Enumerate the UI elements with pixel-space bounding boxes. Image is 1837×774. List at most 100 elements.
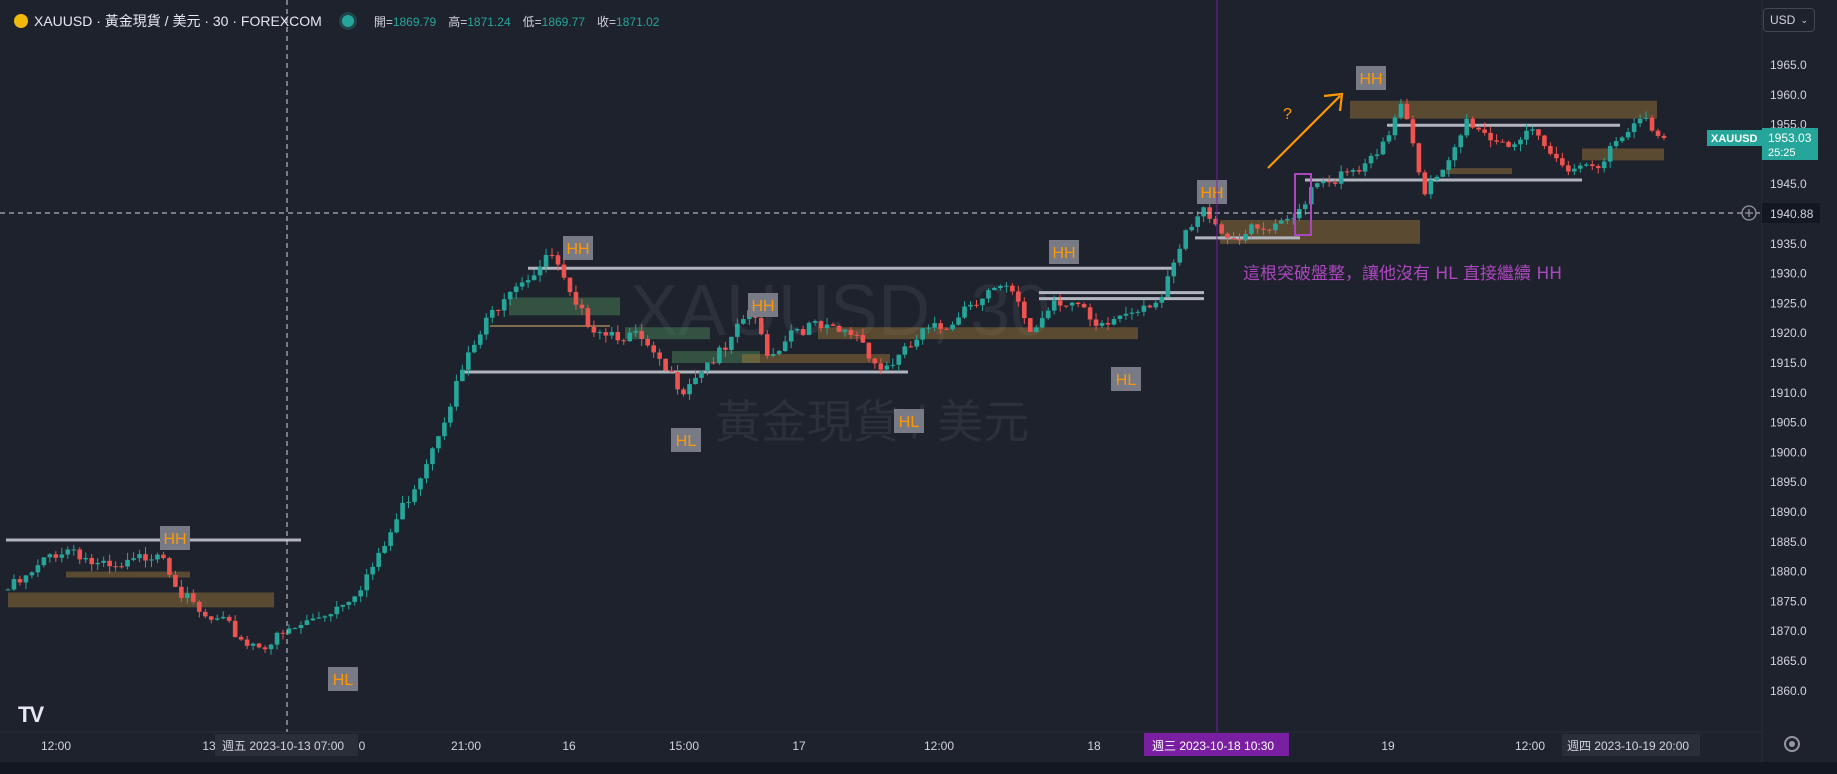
candle-body	[472, 344, 477, 353]
candle-body	[1416, 143, 1422, 173]
candle-body	[1183, 230, 1189, 249]
candle-body	[980, 298, 985, 306]
watermark-symbol: XAUUSD, 30	[630, 271, 1050, 351]
candle-body	[1177, 248, 1183, 263]
candle-body	[699, 371, 704, 378]
tradingview-logo-icon[interactable]: TV	[18, 702, 44, 727]
candle-body	[1004, 285, 1009, 287]
candle-body	[1022, 301, 1027, 319]
crosshair-price-label: 1940.88	[1770, 207, 1814, 221]
x-tick-label: 0	[359, 739, 366, 753]
ohlc-open: 開=1869.79	[373, 14, 437, 29]
price-zone	[8, 592, 274, 608]
candle-body	[220, 616, 226, 619]
candle-body	[310, 618, 316, 621]
swing-label-bg	[1049, 240, 1079, 264]
candle-body	[1560, 158, 1565, 166]
candle-body	[1057, 300, 1063, 306]
candle-body	[525, 280, 531, 283]
candle-body	[1572, 168, 1577, 172]
candle-body	[137, 554, 142, 559]
candle-body	[507, 291, 513, 300]
candle-body	[872, 358, 878, 364]
candle-body	[394, 519, 399, 533]
candle-body	[1548, 145, 1553, 154]
price-label-countdown: 25:25	[1768, 147, 1796, 159]
candle-body	[1446, 160, 1452, 170]
candle-body	[400, 502, 405, 520]
swing-label: HL	[676, 433, 697, 450]
candle-body	[741, 319, 746, 324]
x-tick-label: 21:00	[451, 739, 481, 753]
candle-body	[836, 325, 842, 332]
candle-body	[412, 489, 417, 502]
candle-body	[59, 554, 65, 558]
candle-body	[406, 501, 411, 503]
candle-body	[723, 347, 728, 350]
y-tick-label: 1890.0	[1770, 505, 1807, 519]
candle-body	[1637, 118, 1643, 124]
candle-body	[1368, 155, 1374, 164]
candle-body	[1326, 181, 1332, 183]
chart-header: XAUUSD · 黃金現貨 / 美元 · 30 · FOREXCOM 開=186…	[14, 11, 665, 31]
watermark-name: 黃金現貨 / 美元	[715, 396, 1029, 448]
candle-body	[113, 566, 118, 568]
candle-body	[1392, 117, 1398, 136]
swing-label: HH	[1200, 185, 1223, 202]
candle-body	[1189, 226, 1195, 231]
price-label-bg	[1762, 128, 1818, 160]
candle-body	[23, 575, 29, 583]
candle-body	[842, 329, 848, 332]
candle-body	[800, 328, 806, 335]
candle-body	[346, 601, 352, 605]
candle-body	[1285, 218, 1290, 221]
candle-body	[430, 448, 435, 465]
candle-body	[621, 340, 627, 342]
candle-body	[543, 254, 549, 267]
candle-body	[1231, 237, 1236, 240]
candle-body	[1613, 141, 1619, 147]
candle-body	[1452, 147, 1458, 161]
purple-time-label: 週三 2023-10-18 10:30	[1152, 739, 1274, 753]
candle-body	[866, 342, 872, 359]
candle-body	[651, 345, 656, 353]
candle-body	[1243, 233, 1248, 241]
candle-body	[920, 328, 925, 340]
candle-body	[675, 372, 680, 390]
candle-body	[11, 579, 17, 590]
candle-body	[603, 332, 609, 336]
candle-body	[992, 287, 997, 291]
y-tick-label: 1875.0	[1770, 594, 1807, 608]
candle-body	[125, 559, 130, 567]
y-tick-label: 1895.0	[1770, 475, 1807, 489]
candle-body	[1649, 117, 1655, 131]
candle-body	[1314, 183, 1320, 188]
candle-body	[173, 574, 178, 587]
currency-select[interactable]: USD ⌄	[1763, 8, 1815, 32]
swing-label: HH	[751, 298, 774, 315]
candle-body	[1595, 166, 1601, 169]
candle-body	[914, 339, 920, 347]
arrow-line	[1267, 95, 1341, 169]
candle-body	[17, 579, 23, 583]
candle-body	[466, 352, 471, 370]
candle-body	[202, 611, 208, 617]
candle-body	[519, 282, 525, 287]
symbol-title[interactable]: XAUUSD · 黃金現貨 / 美元 · 30 · FOREXCOM	[34, 13, 322, 29]
candle-body	[1464, 118, 1470, 136]
swing-label: HH	[1052, 245, 1075, 262]
swing-label-bg	[1197, 180, 1227, 204]
settings-gear-icon[interactable]	[1784, 736, 1800, 752]
candle-body	[268, 644, 274, 650]
candle-body	[262, 647, 268, 650]
swing-label-bg	[894, 409, 924, 433]
x-tick-label: 15:00	[669, 739, 699, 753]
candle-body	[1016, 291, 1021, 302]
candle-body	[513, 286, 519, 292]
candle-body	[1267, 229, 1272, 231]
candle-body	[567, 277, 573, 293]
candle-body	[597, 332, 603, 334]
candle-body	[932, 323, 937, 328]
candle-body	[376, 552, 381, 567]
